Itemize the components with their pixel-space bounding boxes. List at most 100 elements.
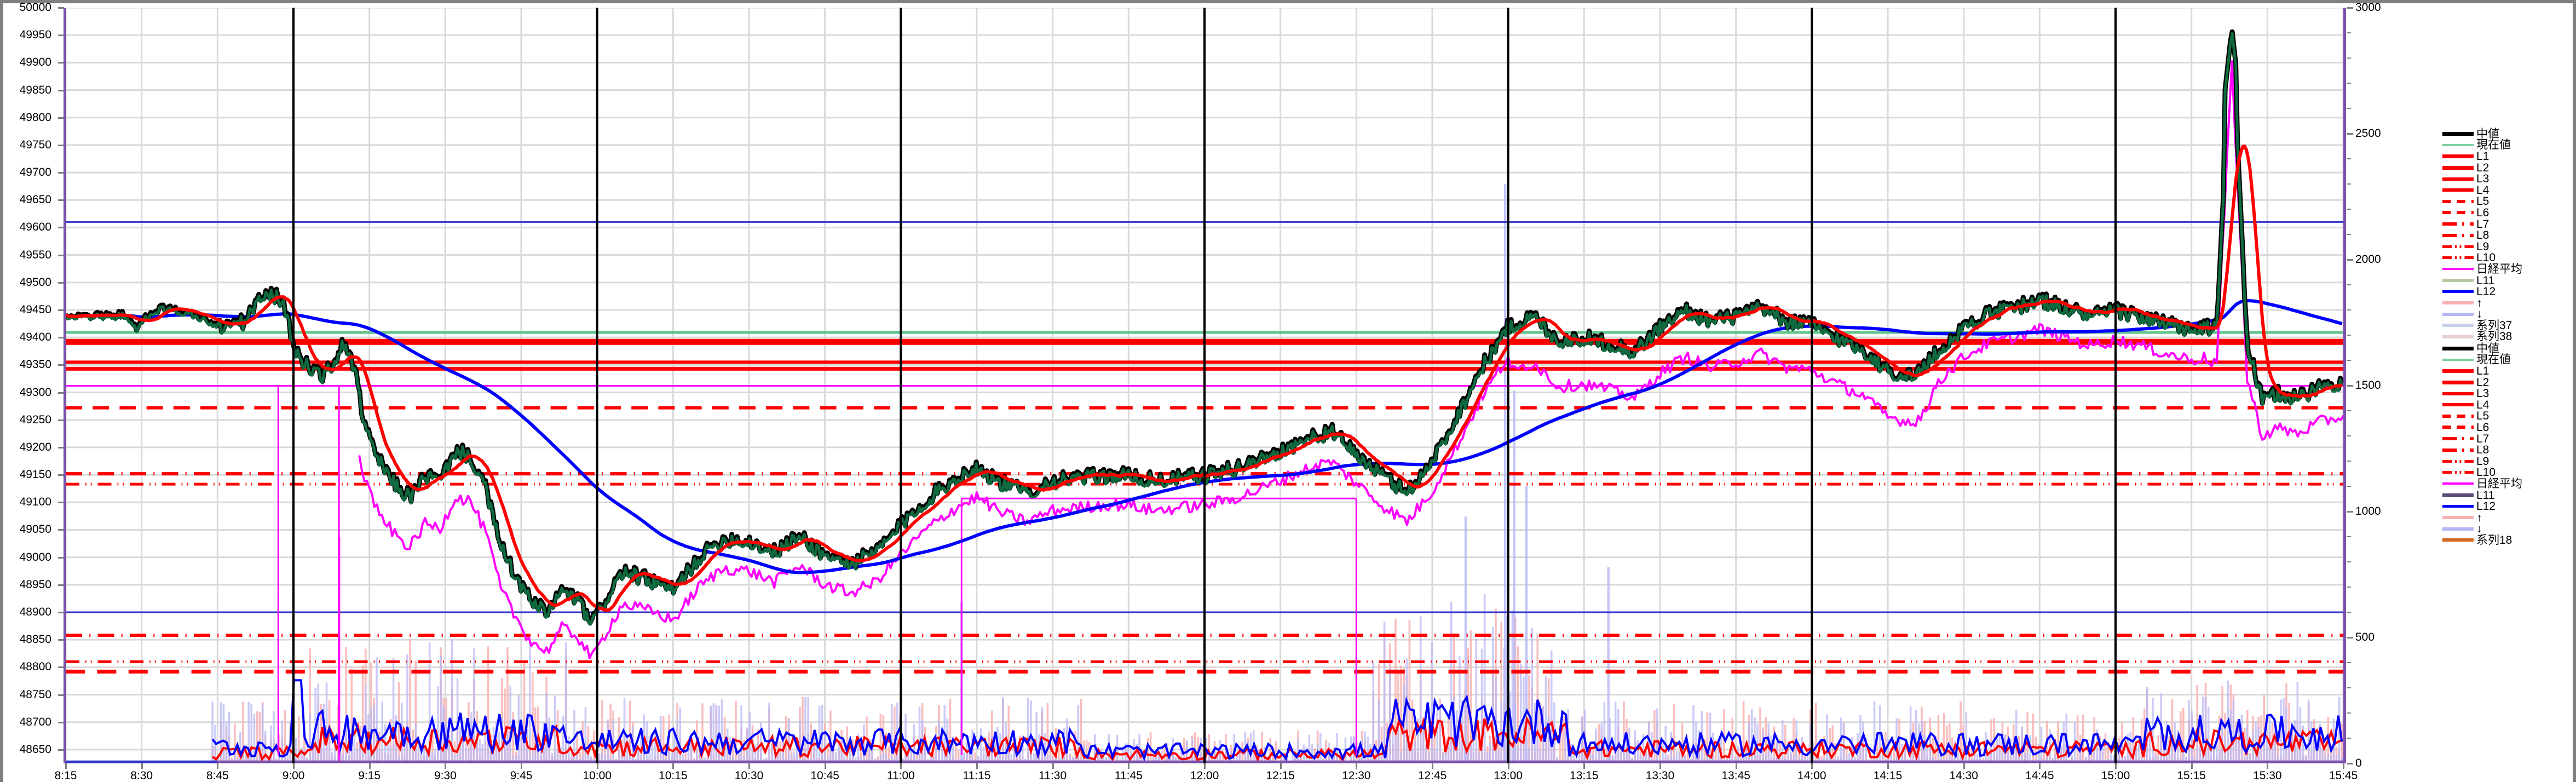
legend-item[interactable]: 系列38 — [2442, 330, 2522, 343]
x-axis-tick: 11:30 — [1039, 769, 1067, 782]
legend-item[interactable]: ↓ — [2442, 308, 2522, 320]
legend-item[interactable]: L2 — [2442, 162, 2522, 174]
legend-item[interactable]: L6 — [2442, 207, 2522, 219]
x-axis-tick: 13:30 — [1645, 769, 1675, 782]
legend-item[interactable]: L8 — [2442, 444, 2522, 456]
x-axis-tickmark — [748, 763, 750, 769]
legend-item[interactable]: L3 — [2442, 173, 2522, 185]
x-axis-tick: 13:45 — [1721, 769, 1750, 782]
y-axis-right-minor-tick — [2347, 108, 2351, 109]
legend-item[interactable]: L12 — [2442, 286, 2522, 297]
y-axis-right-minor-tick — [2347, 662, 2351, 663]
chart-plot-area[interactable] — [66, 8, 2343, 763]
x-axis-tick: 8:15 — [54, 769, 77, 782]
legend-swatch-L7 — [2442, 437, 2474, 441]
legend-item[interactable]: L6 — [2442, 422, 2522, 433]
y-axis-right-minor-tick — [2347, 410, 2351, 411]
y-axis-right-minor-tick — [2347, 738, 2351, 739]
legend-item[interactable]: ↑ — [2442, 297, 2522, 309]
y-axis-right-minor-tick — [2347, 687, 2351, 688]
x-axis-tick: 9:30 — [434, 769, 457, 782]
x-axis-tickmark — [672, 763, 675, 769]
x-axis-tickmark — [65, 763, 67, 769]
legend-label: L10 — [2476, 251, 2496, 264]
legend-item[interactable]: L5 — [2442, 196, 2522, 207]
y-axis-right-minor-tick — [2347, 309, 2351, 311]
legend-label: 日経平均 — [2476, 262, 2522, 275]
legend-item[interactable]: 中値 — [2442, 128, 2522, 140]
legend-item[interactable]: L7 — [2442, 219, 2522, 230]
legend-item[interactable]: L11 — [2442, 275, 2522, 286]
y-axis-left-tick: 48850 — [19, 633, 51, 646]
legend-item[interactable]: ↑ — [2442, 512, 2522, 524]
legend-swatch-L2 — [2442, 165, 2474, 170]
legend-item[interactable]: 日経平均 — [2442, 263, 2522, 275]
y-axis-right-minor-tick — [2347, 561, 2351, 562]
legend-swatch-↑ — [2442, 516, 2474, 520]
legend-item[interactable]: L9 — [2442, 456, 2522, 467]
y-axis-right-minor-tick — [2347, 461, 2351, 462]
y-axis-left-tickmark — [58, 227, 64, 229]
legend-swatch-日経平均 — [2442, 268, 2474, 271]
legend-item[interactable]: L1 — [2442, 151, 2522, 162]
y-axis-left-tick: 49550 — [19, 248, 51, 261]
legend-item[interactable]: 現在値 — [2442, 139, 2522, 151]
legend-item[interactable]: ↓ — [2442, 523, 2522, 534]
x-axis-tickmark — [141, 763, 143, 769]
y-axis-right-tick: 1500 — [2355, 379, 2381, 392]
legend-label: L3 — [2476, 387, 2489, 400]
legend-label: 日経平均 — [2476, 477, 2522, 490]
legend-item[interactable]: L1 — [2442, 365, 2522, 377]
legend-item[interactable]: 系列37 — [2442, 320, 2522, 331]
y-axis-right-minor-tick — [2347, 486, 2351, 487]
x-axis-tick: 10:45 — [810, 769, 839, 782]
legend-item[interactable]: 中値 — [2442, 343, 2522, 354]
x-axis-tick: 15:45 — [2329, 769, 2358, 782]
legend-item[interactable]: L3 — [2442, 388, 2522, 399]
legend-item[interactable]: L7 — [2442, 433, 2522, 445]
legend-item[interactable]: L11 — [2442, 490, 2522, 501]
legend-item[interactable]: L12 — [2442, 501, 2522, 512]
y-axis-left-tick: 49400 — [19, 331, 51, 344]
legend-swatch-↓ — [2442, 527, 2474, 531]
legend-item[interactable]: L8 — [2442, 229, 2522, 241]
y-axis-left-tick: 49100 — [19, 496, 51, 509]
y-axis-right-minor-tick — [2347, 586, 2351, 588]
legend-label: ↑ — [2476, 511, 2482, 524]
legend-swatch-↑ — [2442, 301, 2474, 305]
legend-label: L4 — [2476, 183, 2489, 197]
x-axis-tickmark — [293, 763, 295, 769]
y-axis-left-tickmark — [58, 529, 64, 531]
x-axis-tick: 13:15 — [1570, 769, 1599, 782]
legend-item[interactable]: L5 — [2442, 410, 2522, 422]
legend-label: 系列38 — [2476, 330, 2512, 343]
legend-label: L12 — [2476, 285, 2496, 298]
y-axis-left-tickmark — [58, 749, 64, 751]
y-axis-left-tickmark — [58, 144, 64, 146]
x-axis-tickmark — [1659, 763, 1661, 769]
legend-item[interactable]: L4 — [2442, 185, 2522, 196]
legend-item[interactable]: L10 — [2442, 251, 2522, 264]
legend-swatch-L6 — [2442, 211, 2474, 215]
legend-item[interactable]: L2 — [2442, 377, 2522, 388]
legend-item[interactable]: 系列18 — [2442, 534, 2522, 546]
legend-item[interactable]: 日経平均 — [2442, 478, 2522, 490]
y-axis-left-tick: 48950 — [19, 578, 51, 591]
legend-item[interactable]: L10 — [2442, 467, 2522, 478]
legend-item[interactable]: L9 — [2442, 241, 2522, 252]
chart-legend-primary[interactable]: 中値 現在値 L1 L2 L3 L4 L5 L6 L7 L8 L9 L10 日経平均 L11 L12 ↑ ↓ 系列… — [2442, 128, 2522, 342]
legend-swatch-L9 — [2442, 459, 2474, 463]
legend-label: L9 — [2476, 455, 2489, 468]
y-axis-right-minor-tick — [2347, 536, 2351, 537]
x-axis-tick: 12:15 — [1266, 769, 1295, 782]
legend-label: ↑ — [2476, 296, 2482, 309]
y-axis-right-tickmark — [2347, 511, 2353, 513]
legend-swatch-L10 — [2442, 256, 2474, 260]
chart-legend-secondary[interactable]: 中値 現在値 L1 L2 L3 L4 L5 L6 L7 L8 L9 L10 日経平均 L11 L12 ↑ ↓ 系列… — [2442, 343, 2522, 546]
right-axis-spine — [2343, 8, 2346, 763]
legend-item[interactable]: 現在値 — [2442, 353, 2522, 366]
legend-label: 現在値 — [2476, 353, 2511, 366]
legend-item[interactable]: L4 — [2442, 399, 2522, 411]
x-axis-tickmark — [2267, 763, 2269, 769]
